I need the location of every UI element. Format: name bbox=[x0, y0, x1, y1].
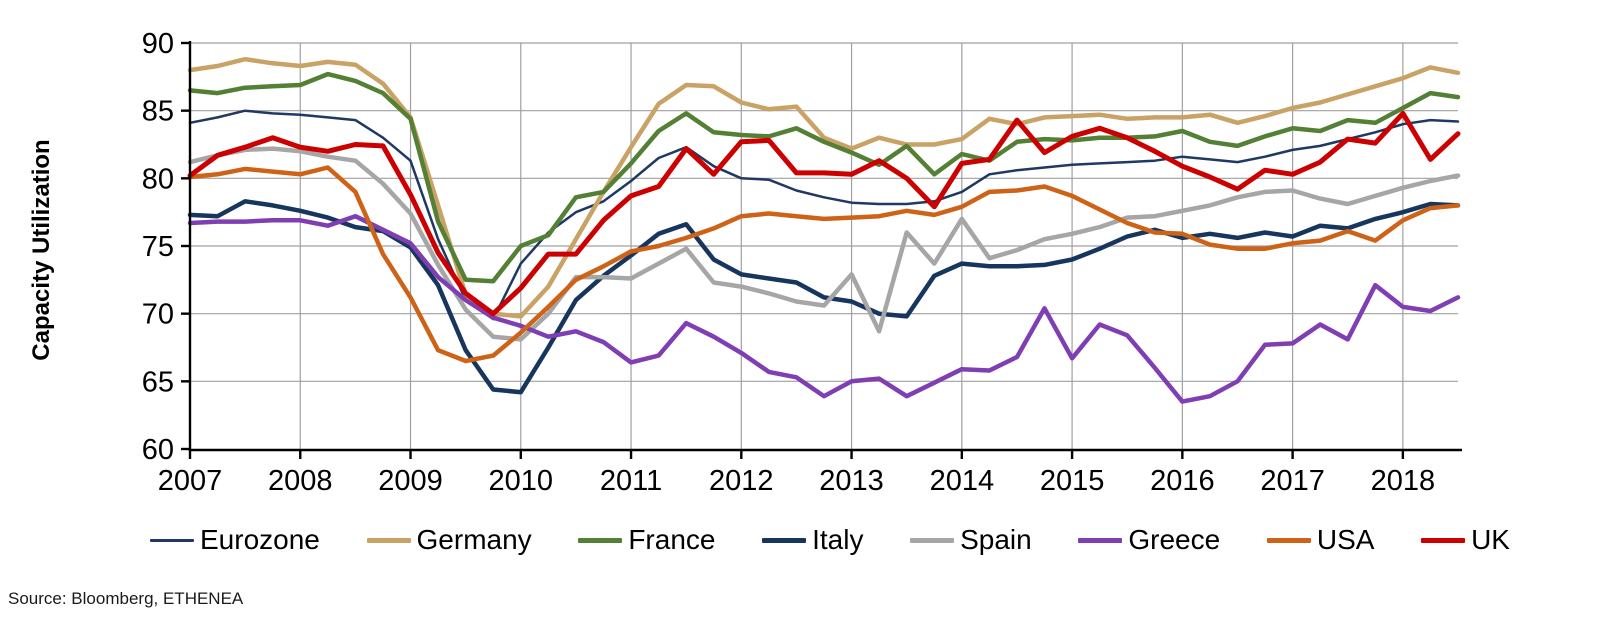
chart-area: 60 65 70 75 80 85 90 2007 2008 2009 2010 2011 2012 20… bbox=[142, 28, 1462, 497]
legend-item-greece: Greece bbox=[1078, 524, 1220, 556]
x-tick-label: 2015 bbox=[1040, 465, 1105, 497]
line-series-greece bbox=[187, 213, 1461, 404]
legend-item-france: France bbox=[578, 524, 715, 556]
legend-swatch-greece bbox=[1078, 537, 1123, 543]
y-tick-label: 70 bbox=[142, 299, 174, 331]
legend-label: Eurozone bbox=[200, 524, 320, 555]
y-tick-label: 80 bbox=[142, 163, 174, 195]
legend-item-eurozone: Eurozone bbox=[150, 524, 320, 556]
y-tick-label: 85 bbox=[142, 96, 174, 128]
legend-swatch-france bbox=[578, 537, 623, 543]
x-tick-label: 2018 bbox=[1371, 465, 1436, 497]
line-series-france bbox=[187, 71, 1461, 284]
x-tick-label: 2011 bbox=[600, 465, 662, 497]
x-tick-label: 2014 bbox=[930, 465, 995, 497]
x-tick-label: 2016 bbox=[1150, 465, 1215, 497]
chart-legend: Eurozone Germany France Italy Spain Greece USA… bbox=[150, 524, 1510, 556]
y-tick-label: 60 bbox=[142, 434, 174, 466]
line-series-usa bbox=[187, 165, 1461, 364]
series-lines bbox=[187, 56, 1461, 404]
source-note: Source: Bloomberg, ETHENEA bbox=[8, 589, 244, 608]
legend-swatch-uk bbox=[1421, 537, 1466, 543]
legend-swatch-usa bbox=[1266, 537, 1311, 543]
line-series-spain bbox=[187, 146, 1461, 342]
line-series-germany bbox=[187, 56, 1461, 319]
y-tick-label: 65 bbox=[142, 366, 174, 398]
legend-item-usa: USA bbox=[1266, 524, 1375, 556]
gridlines bbox=[189, 42, 1458, 450]
legend-label: UK bbox=[1471, 524, 1510, 555]
capacity-utilization-chart: 60 65 70 75 80 85 90 2007 2008 2009 2010 2011 2012 20… bbox=[142, 28, 1462, 497]
x-tick-label: 2013 bbox=[819, 465, 884, 497]
legend-label: Spain bbox=[960, 524, 1032, 555]
y-axis-title: Capacity Utilization bbox=[28, 139, 55, 361]
legend-label: USA bbox=[1316, 524, 1375, 555]
axes: 60 65 70 75 80 85 90 2007 2008 2009 2010 2011 2012 20… bbox=[142, 28, 1462, 497]
x-tick-label: 2017 bbox=[1260, 465, 1325, 497]
legend-label: France bbox=[628, 524, 716, 555]
line-series-uk bbox=[187, 110, 1461, 317]
legend-item-italy: Italy bbox=[762, 524, 863, 556]
line-series-eurozone bbox=[188, 109, 1460, 321]
line-series-italy bbox=[187, 199, 1461, 395]
y-tick-label: 75 bbox=[142, 231, 174, 263]
x-tick-label: 2012 bbox=[709, 465, 774, 497]
x-tick-label: 2010 bbox=[489, 465, 554, 497]
y-tick-label: 90 bbox=[142, 28, 174, 60]
legend-item-germany: Germany bbox=[366, 524, 532, 556]
x-tick-label: 2008 bbox=[268, 465, 333, 497]
legend-label: Greece bbox=[1128, 524, 1221, 555]
legend-item-spain: Spain bbox=[910, 524, 1032, 556]
legend-swatch-spain bbox=[910, 537, 955, 543]
x-tick-label: 2009 bbox=[378, 465, 443, 497]
legend-swatch-eurozone bbox=[150, 538, 194, 542]
legend-swatch-italy bbox=[762, 537, 807, 543]
legend-label: Italy bbox=[812, 524, 864, 555]
legend-label: Germany bbox=[416, 524, 532, 555]
legend-item-uk: UK bbox=[1421, 524, 1510, 556]
x-tick-label: 2007 bbox=[158, 465, 223, 497]
legend-swatch-germany bbox=[366, 537, 411, 543]
